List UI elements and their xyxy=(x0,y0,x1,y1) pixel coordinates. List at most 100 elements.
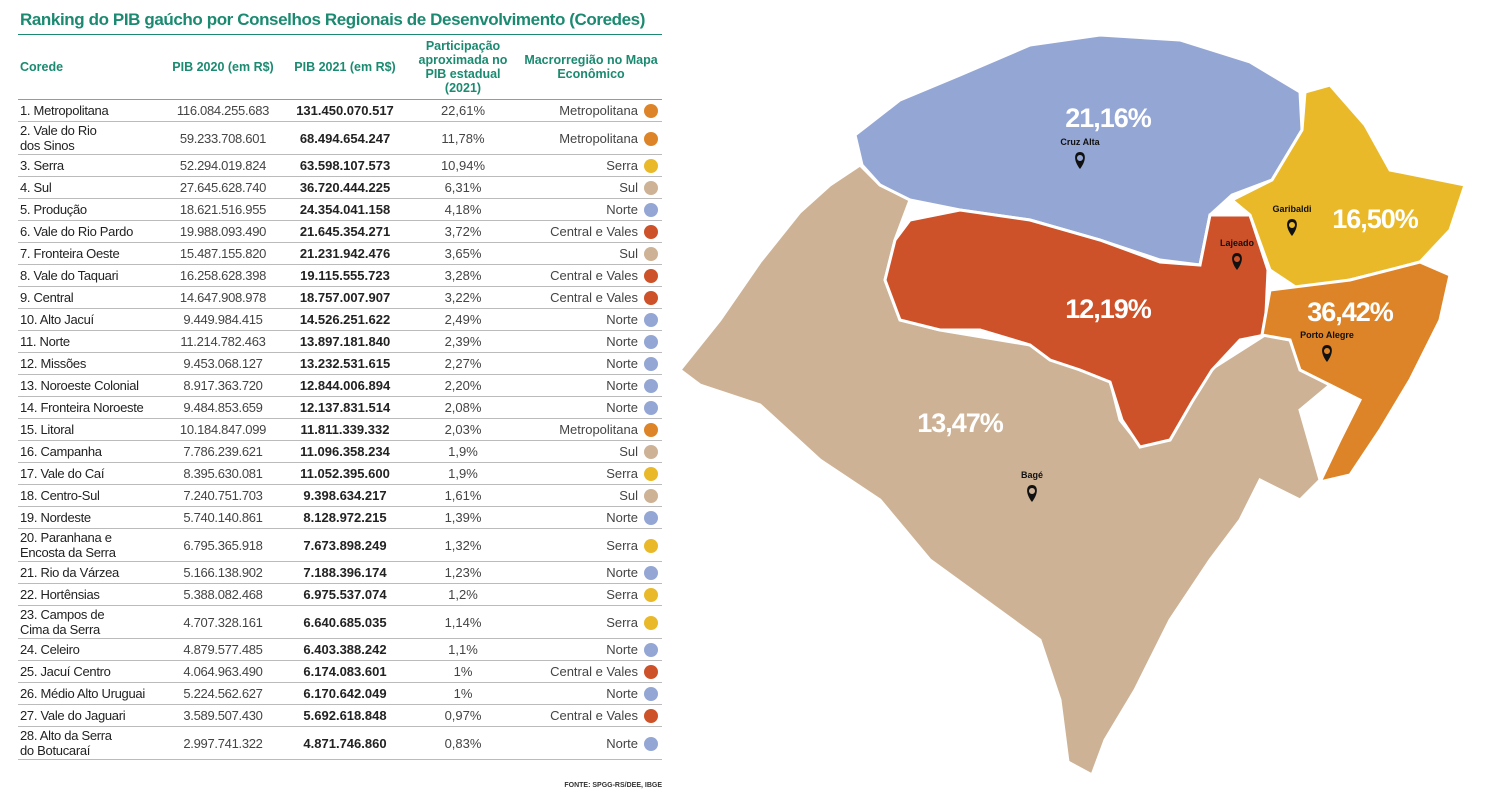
color-cell xyxy=(640,561,662,584)
color-cell xyxy=(640,374,662,397)
table-row: 1. Metropolitana 116.084.255.683 131.450.0… xyxy=(18,99,662,122)
share-2021: 2,08% xyxy=(406,396,520,419)
table-row: 8. Vale do Taquari 16.258.628.398 19.115.5… xyxy=(18,264,662,287)
pib-2021: 36.720.444.225 xyxy=(284,176,406,199)
corede-name: 19. Nordeste xyxy=(18,506,162,529)
pib-2020: 7.786.239.621 xyxy=(162,440,284,463)
region-metropolitana xyxy=(1260,260,1452,485)
pib-2021: 12.137.831.514 xyxy=(284,396,406,419)
table-row: 11. Norte 11.214.782.463 13.897.181.840 2,3… xyxy=(18,330,662,353)
color-cell xyxy=(640,418,662,441)
corede-name: 6. Vale do Rio Pardo xyxy=(18,220,162,243)
macroregion: Norte xyxy=(520,374,640,397)
color-cell xyxy=(640,198,662,221)
macroregion: Central e Vales xyxy=(520,220,640,243)
pib-2021: 11.096.358.234 xyxy=(284,440,406,463)
corede-name: 22. Hortênsias xyxy=(18,583,162,606)
table-row: 17. Vale do Caí 8.395.630.081 11.052.395.6… xyxy=(18,462,662,485)
color-cell xyxy=(640,660,662,683)
table-row: 12. Missões 9.453.068.127 13.232.531.615 2,… xyxy=(18,352,662,375)
pib-2020: 16.258.628.398 xyxy=(162,264,284,287)
color-cell xyxy=(640,396,662,419)
pib-2020: 18.621.516.955 xyxy=(162,198,284,221)
pib-2020: 9.449.984.415 xyxy=(162,308,284,331)
city-label: Porto Alegre xyxy=(1300,330,1354,340)
macroregion: Sul xyxy=(520,440,640,463)
color-cell xyxy=(640,462,662,485)
pib-2021: 9.398.634.217 xyxy=(284,484,406,507)
pib-2021: 7.673.898.249 xyxy=(284,528,406,562)
share-2021: 1% xyxy=(406,682,520,705)
pib-2021: 21.645.354.271 xyxy=(284,220,406,243)
macroregion: Metropolitana xyxy=(520,121,640,155)
color-cell xyxy=(640,330,662,353)
table-row: 5. Produção 18.621.516.955 24.354.041.158 4… xyxy=(18,198,662,221)
macroregion-color-dot xyxy=(644,247,658,262)
pib-2021: 14.526.251.622 xyxy=(284,308,406,331)
pib-2021: 21.231.942.476 xyxy=(284,242,406,265)
column-header: PIB 2020 (em R$) xyxy=(162,34,284,100)
macroregion: Norte xyxy=(520,561,640,584)
map-pin-icon xyxy=(1232,253,1242,270)
pib-2020: 14.647.908.978 xyxy=(162,286,284,309)
share-2021: 3,72% xyxy=(406,220,520,243)
pib-2020: 11.214.782.463 xyxy=(162,330,284,353)
pib-2021: 68.494.654.247 xyxy=(284,121,406,155)
macroregion: Metropolitana xyxy=(520,418,640,441)
share-2021: 1,23% xyxy=(406,561,520,584)
column-header: PIB 2021 (em R$) xyxy=(284,34,406,100)
corede-name: 1. Metropolitana xyxy=(18,99,162,122)
macroregion: Metropolitana xyxy=(520,99,640,122)
macroregion: Central e Vales xyxy=(520,286,640,309)
color-cell xyxy=(640,220,662,243)
corede-name: 20. Paranhana e Encosta da Serra xyxy=(18,528,162,562)
map-pin-icon xyxy=(1027,485,1037,502)
corede-name: 28. Alto da Serra do Botucaraí xyxy=(18,726,162,760)
color-cell xyxy=(640,484,662,507)
macroregion-color-dot xyxy=(644,313,658,328)
region-share-label: 12,19% xyxy=(1065,294,1152,324)
corede-name: 17. Vale do Caí xyxy=(18,462,162,485)
macroregion-color-dot xyxy=(644,467,658,482)
pib-2020: 10.184.847.099 xyxy=(162,418,284,441)
color-cell xyxy=(640,176,662,199)
macroregion: Norte xyxy=(520,726,640,760)
table-row: 18. Centro-Sul 7.240.751.703 9.398.634.217… xyxy=(18,484,662,507)
macroregion: Central e Vales xyxy=(520,704,640,727)
macroregion: Serra xyxy=(520,462,640,485)
macroregion: Norte xyxy=(520,638,640,661)
corede-name: 21. Rio da Várzea xyxy=(18,561,162,584)
pib-2020: 27.645.628.740 xyxy=(162,176,284,199)
color-cell xyxy=(640,264,662,287)
share-2021: 3,22% xyxy=(406,286,520,309)
color-cell xyxy=(640,308,662,331)
color-cell xyxy=(640,704,662,727)
pib-2020: 7.240.751.703 xyxy=(162,484,284,507)
macroregion-color-dot xyxy=(644,357,658,372)
macroregion-color-dot xyxy=(644,131,658,146)
pib-2021: 19.115.555.723 xyxy=(284,264,406,287)
pib-2021: 63.598.107.573 xyxy=(284,154,406,177)
infographic-title: Ranking do PIB gaúcho por Conselhos Regi… xyxy=(20,10,646,29)
share-2021: 1,14% xyxy=(406,605,520,639)
color-cell xyxy=(640,726,662,760)
pib-2021: 13.232.531.615 xyxy=(284,352,406,375)
corede-name: 8. Vale do Taquari xyxy=(18,264,162,287)
share-2021: 0,83% xyxy=(406,726,520,760)
share-2021: 1,9% xyxy=(406,462,520,485)
table-row: 16. Campanha 7.786.239.621 11.096.358.234 1… xyxy=(18,440,662,463)
color-cell xyxy=(640,528,662,562)
color-cell xyxy=(640,99,662,122)
macroregion-color-dot xyxy=(644,225,658,240)
table-header: Corede PIB 2020 (em R$) PIB 2021 (em R$) Pa… xyxy=(18,34,662,100)
pib-2020: 5.740.140.861 xyxy=(162,506,284,529)
share-2021: 10,94% xyxy=(406,154,520,177)
pib-2020: 8.917.363.720 xyxy=(162,374,284,397)
table-row: 10. Alto Jacuí 9.449.984.415 14.526.251.62… xyxy=(18,308,662,331)
macroregion: Serra xyxy=(520,583,640,606)
macroregion-color-dot xyxy=(644,291,658,306)
table-row: 3. Serra 52.294.019.824 63.598.107.573 10,9… xyxy=(18,154,662,177)
macroregion: Norte xyxy=(520,682,640,705)
table-row: 27. Vale do Jaguari 3.589.507.430 5.692.61… xyxy=(18,704,662,727)
